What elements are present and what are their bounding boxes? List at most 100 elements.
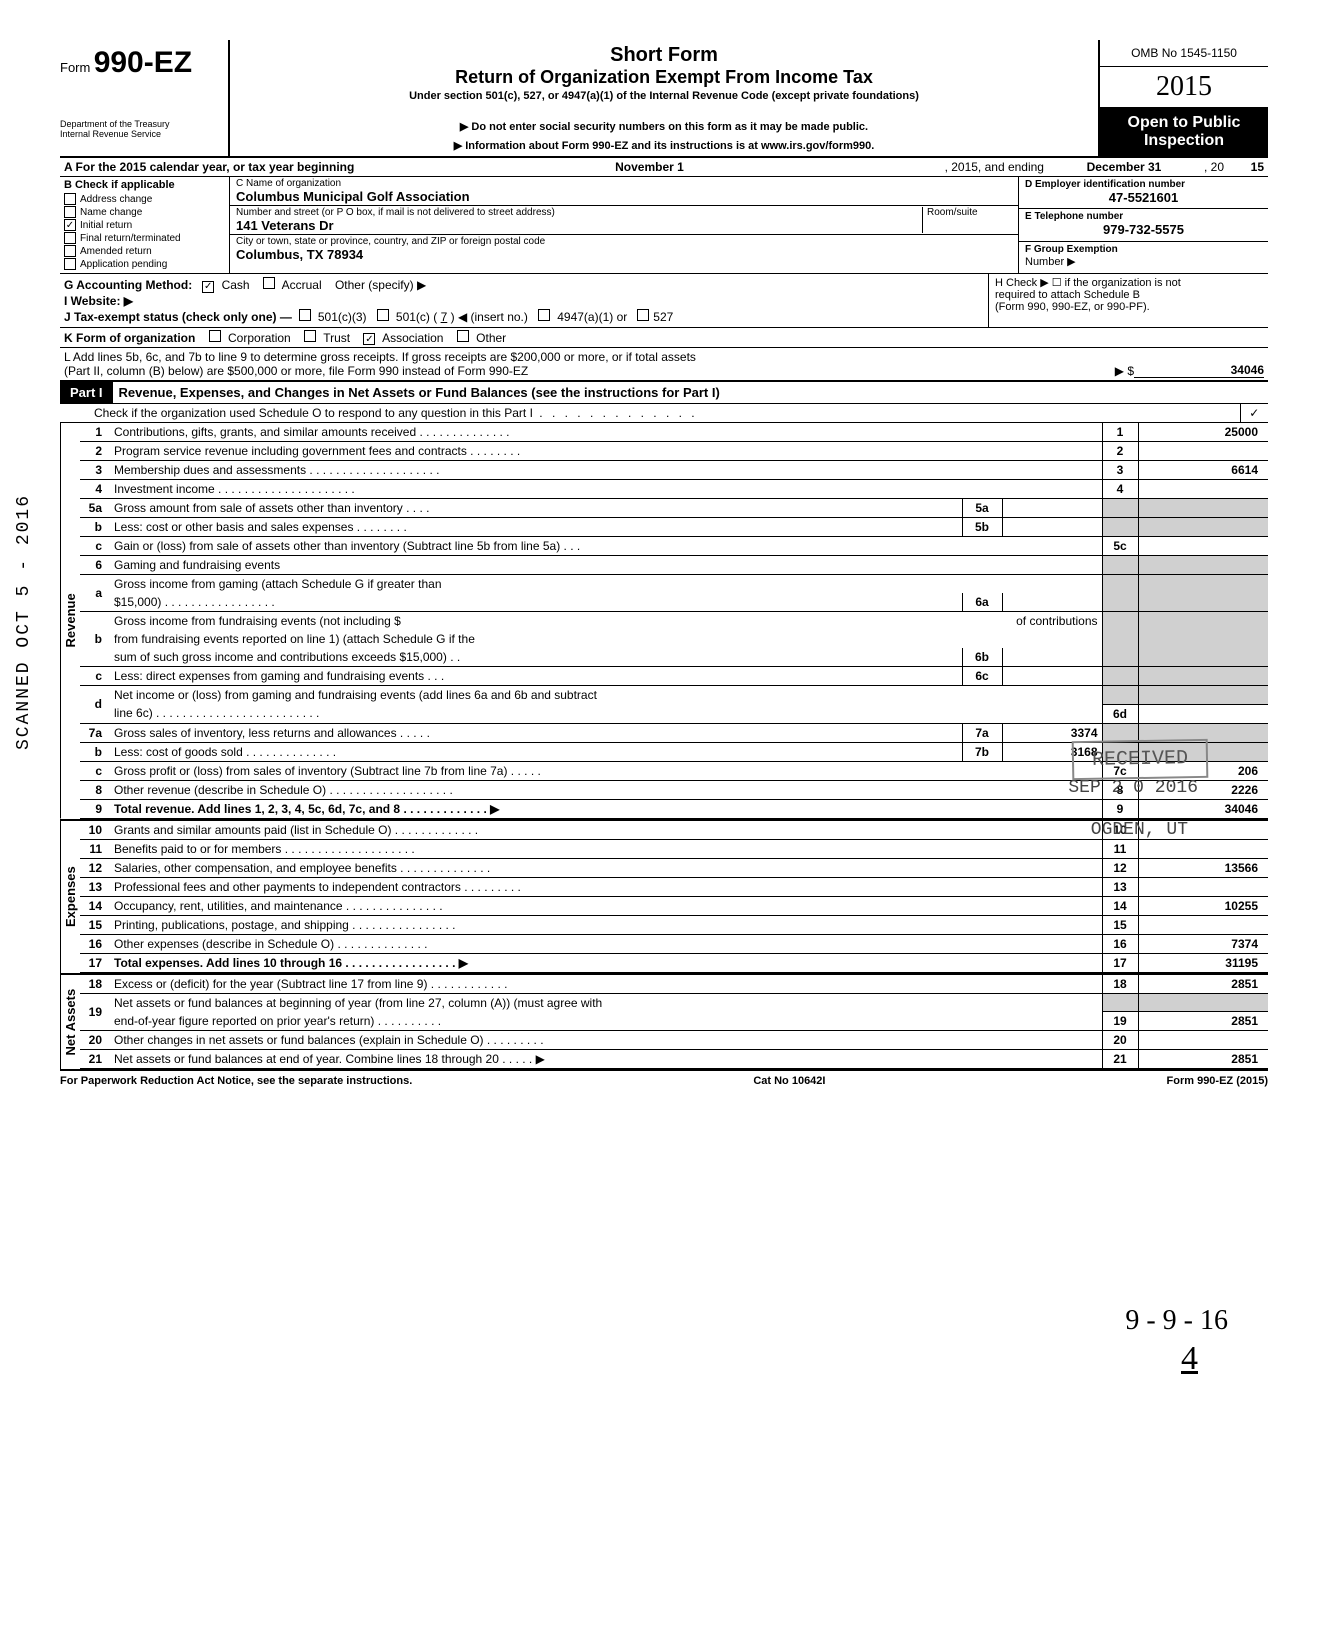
k-corp: Corporation: [228, 331, 291, 345]
line-desc: Printing, publications, postage, and shi…: [110, 915, 1102, 934]
l8-n: 8: [80, 780, 110, 799]
j-cnum: 7: [441, 310, 448, 324]
k-other: Other: [476, 331, 506, 345]
row-a-year-prefix: , 20: [1204, 160, 1224, 174]
chk-trust[interactable]: [304, 330, 316, 342]
chk-527[interactable]: [637, 309, 649, 321]
l-arrow: ▶ $: [1074, 364, 1134, 378]
chk-cash[interactable]: ✓: [202, 281, 214, 293]
chk-name-change[interactable]: Name change: [64, 206, 225, 218]
l5a-box: 5a: [962, 499, 1002, 518]
chk-other-org[interactable]: [457, 330, 469, 342]
chk-accrual[interactable]: [263, 277, 275, 289]
l6b-d3: from fundraising events reported on line…: [110, 630, 1102, 648]
row-a-begin: November 1: [354, 160, 944, 174]
line-box: 2: [1102, 442, 1138, 461]
chk-label-3: Final return/terminated: [80, 233, 181, 244]
cash-label: Cash: [222, 278, 250, 292]
line-box: 3: [1102, 461, 1138, 480]
chk-assoc[interactable]: ✓: [363, 333, 375, 345]
l9-box: 9: [1102, 799, 1138, 818]
form-number-box: Form 990-EZ Department of the Treasury I…: [60, 40, 230, 156]
org-name: Columbus Municipal Golf Association: [236, 189, 1012, 204]
chk-corp[interactable]: [209, 330, 221, 342]
sched-o-check[interactable]: ✓: [1240, 404, 1268, 423]
row-ghi: G Accounting Method: ✓ Cash Accrual Othe…: [60, 274, 1268, 328]
line-desc: Benefits paid to or for members . . . . …: [110, 839, 1102, 858]
form-header: Form 990-EZ Department of the Treasury I…: [60, 40, 1268, 158]
chk-label-2: Initial return: [80, 220, 132, 231]
netassets-side-label: Net Assets: [60, 975, 80, 1070]
ghi-left: G Accounting Method: ✓ Cash Accrual Othe…: [60, 274, 988, 327]
row-h: H Check ▶ ☐ if the organization is not r…: [988, 274, 1268, 327]
c-street-label: Number and street (or P O box, if mail i…: [236, 207, 922, 218]
phone-value: 979-732-5575: [1025, 222, 1262, 237]
f-group-cell: F Group Exemption Number ▶: [1019, 242, 1268, 273]
section-b-checks: B Check if applicable Address change Nam…: [60, 177, 230, 273]
form-prefix: Form: [60, 60, 90, 75]
handwritten-date: 9 - 9 - 16: [1125, 1305, 1228, 1337]
chk-address-change[interactable]: Address change: [64, 193, 225, 205]
other-label: Other (specify) ▶: [335, 278, 426, 292]
line-desc2: end-of-year figure reported on prior yea…: [110, 1012, 1102, 1031]
line-desc: Other expenses (describe in Schedule O) …: [110, 934, 1102, 953]
expenses-section: Expenses 10 Grants and similar amounts p…: [60, 821, 1268, 975]
line-amt: 2851: [1138, 1050, 1268, 1069]
l7c-n: c: [80, 761, 110, 780]
line-desc: Other changes in net assets or fund bala…: [110, 1031, 1102, 1050]
l6c-desc: Less: direct expenses from gaming and fu…: [110, 667, 962, 686]
chk-501c[interactable]: [377, 309, 389, 321]
dept-line2: Internal Revenue Service: [60, 130, 218, 140]
chk-application-pending[interactable]: Application pending: [64, 258, 225, 270]
e-label: E Telephone number: [1025, 211, 1262, 222]
l5c-box: 5c: [1102, 537, 1138, 556]
line-num: 21: [80, 1050, 110, 1069]
line-num: 12: [80, 858, 110, 877]
line-num: 10: [80, 821, 110, 840]
line-num: 16: [80, 934, 110, 953]
chk-4947[interactable]: [538, 309, 550, 321]
row-a-tax-year: A For the 2015 calendar year, or tax yea…: [60, 158, 1268, 177]
line-desc: Grants and similar amounts paid (list in…: [110, 821, 1102, 840]
l6b-d2: of contributions: [962, 612, 1102, 631]
l6a-val: [1002, 593, 1102, 612]
d-ein-cell: D Employer identification number 47-5521…: [1019, 177, 1268, 209]
l5b-val: [1002, 518, 1102, 537]
line-amt: 13566: [1138, 858, 1268, 877]
footer-left: For Paperwork Reduction Act Notice, see …: [60, 1075, 412, 1087]
l6d-box: 6d: [1102, 704, 1138, 723]
line-amt: [1138, 877, 1268, 896]
l6b-box: 6b: [962, 648, 1002, 667]
l9-amt: 34046: [1138, 799, 1268, 818]
line-box: 1: [1102, 423, 1138, 442]
chk-final-return[interactable]: Final return/terminated: [64, 232, 225, 244]
open-to-public: Open to Public Inspection: [1100, 108, 1268, 156]
line-amt: 31195: [1138, 953, 1268, 972]
l6d-d1: Net income or (loss) from gaming and fun…: [110, 686, 1102, 705]
line-num: 11: [80, 839, 110, 858]
revenue-side-label: Revenue: [60, 423, 80, 819]
l7b-n: b: [80, 742, 110, 761]
warning-ssn: ▶ Do not enter social security numbers o…: [238, 120, 1090, 133]
row-a-mid: , 2015, and ending: [945, 160, 1044, 174]
b-label: B Check if applicable: [64, 179, 225, 191]
l-text1: L Add lines 5b, 6c, and 7b to line 9 to …: [64, 350, 1074, 364]
org-street: 141 Veterans Dr: [236, 218, 922, 233]
chk-initial-return[interactable]: ✓Initial return: [64, 219, 225, 231]
i-label: I Website: ▶: [64, 294, 133, 308]
open-line2: Inspection: [1104, 132, 1264, 150]
l6c-n: c: [80, 667, 110, 686]
k-assoc: Association: [382, 331, 443, 345]
l7a-box: 7a: [962, 724, 1002, 743]
line-amt: [1138, 915, 1268, 934]
chk-501c3[interactable]: [299, 309, 311, 321]
chk-amended[interactable]: Amended return: [64, 245, 225, 257]
line-box: 13: [1102, 877, 1138, 896]
part1-title: Revenue, Expenses, and Changes in Net As…: [113, 382, 726, 403]
h-line2: required to attach Schedule B: [995, 289, 1262, 301]
line-box: 17: [1102, 953, 1138, 972]
l6b-val: [1002, 648, 1102, 667]
g-label: G Accounting Method:: [64, 278, 192, 292]
received-place: OGDEN, UT: [1091, 820, 1188, 840]
line-box: 20: [1102, 1031, 1138, 1050]
